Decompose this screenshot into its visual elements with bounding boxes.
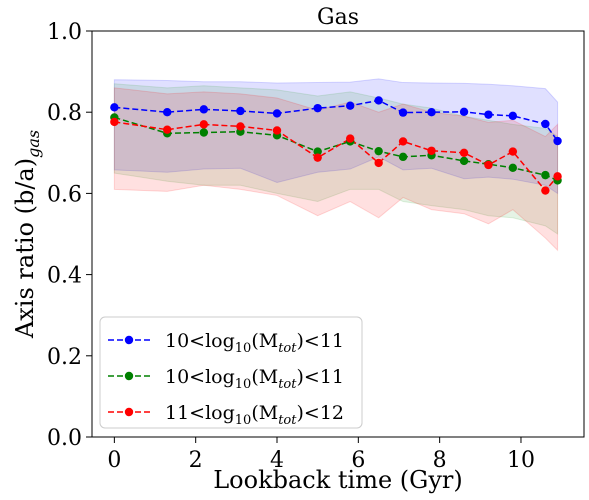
x-tick-label: 10 (507, 448, 535, 473)
point-series-3 (236, 122, 245, 131)
point-series-2 (541, 170, 550, 180)
point-series-3 (163, 125, 172, 134)
legend: 10<log10(Mtot)<11 10<log10(Mtot)<11 11<log… (99, 316, 363, 429)
point-series-1 (484, 110, 493, 119)
y-tick-label: 1.0 (47, 20, 82, 45)
x-axis-ticks: 0 2 4 6 8 10 (107, 437, 535, 473)
point-series-3 (346, 134, 355, 143)
legend-label-3: 11<log10(Mtot)<12 (165, 402, 344, 428)
x-axis-title: Lookback time (Gyr) (213, 466, 463, 494)
point-series-2 (374, 146, 383, 156)
legend-box (99, 316, 363, 429)
point-series-1 (199, 105, 209, 114)
point-series-3 (110, 117, 119, 127)
legend-label-1: 10<log10(Mtot)<11 (165, 330, 344, 356)
point-series-3 (427, 146, 436, 155)
point-series-1 (374, 96, 383, 105)
point-series-3 (553, 172, 562, 181)
point-series-3 (398, 137, 408, 146)
point-series-3 (272, 126, 282, 135)
line-series-3 (114, 121, 559, 192)
x-tick-label: 6 (351, 448, 365, 473)
series-points (110, 96, 562, 195)
point-series-3 (199, 120, 209, 129)
legend-marker-1 (124, 335, 134, 345)
point-series-3 (541, 186, 550, 195)
point-series-1 (272, 109, 282, 118)
y-tick-label: 0.6 (47, 182, 82, 207)
point-series-3 (313, 153, 322, 162)
point-series-2 (313, 147, 322, 156)
point-series-1 (236, 106, 245, 116)
y-tick-label: 0.8 (47, 101, 82, 126)
band-series-1 (113, 78, 559, 195)
point-series-1 (398, 108, 408, 117)
y-axis-ticks: 0.0 0.2 0.4 0.6 0.8 1.0 (47, 20, 92, 451)
x-tick-label: 2 (189, 448, 203, 473)
x-tick-label: 4 (270, 448, 284, 473)
point-series-3 (508, 147, 518, 156)
point-series-1 (110, 103, 119, 112)
y-axis-title-main: Axis ratio (b/a) (11, 158, 39, 339)
point-series-2 (459, 156, 469, 166)
confidence-bands (113, 78, 559, 252)
point-series-1 (346, 101, 355, 110)
point-series-1 (459, 107, 469, 116)
y-tick-label: 0.4 (47, 264, 82, 289)
point-series-3 (459, 148, 469, 157)
legend-label-2: 10<log10(Mtot)<11 (165, 366, 344, 392)
point-series-3 (374, 158, 383, 168)
y-axis-title-sub: gas (24, 130, 43, 158)
y-tick-label: 0.2 (47, 345, 82, 370)
point-series-1 (313, 103, 322, 113)
x-tick-label: 0 (107, 448, 121, 473)
y-tick-label: 0.0 (47, 426, 82, 451)
point-series-1 (541, 119, 550, 129)
point-series-1 (508, 111, 518, 121)
legend-marker-2 (124, 371, 134, 381)
legend-marker-3 (124, 407, 134, 417)
x-tick-label: 8 (433, 448, 447, 473)
band-series-2 (113, 83, 559, 235)
point-series-2 (508, 163, 518, 173)
point-series-3 (484, 160, 493, 170)
point-series-2 (398, 152, 408, 162)
point-series-1 (163, 108, 172, 117)
point-series-1 (553, 136, 562, 146)
y-axis-title: Axis ratio (b/a)gas (11, 130, 43, 339)
point-series-2 (199, 128, 209, 137)
chart-title: Gas (317, 5, 359, 30)
plot-frame (91, 30, 585, 438)
point-series-1 (427, 108, 436, 117)
